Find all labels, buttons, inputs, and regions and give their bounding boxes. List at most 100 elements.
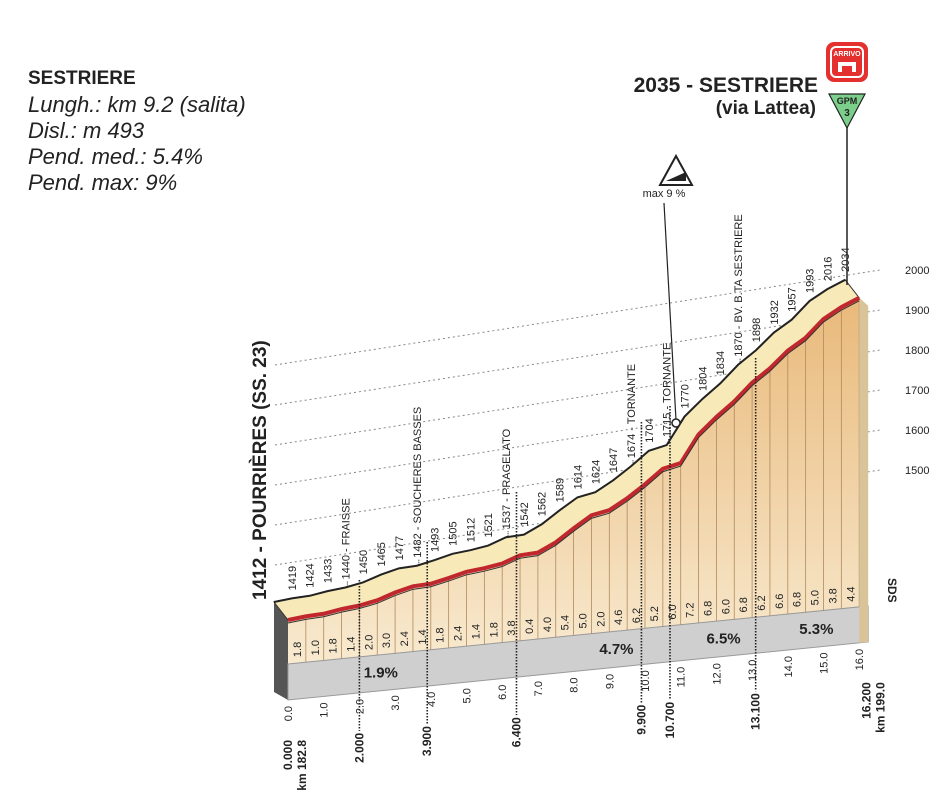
point-label: 1993 xyxy=(805,269,817,293)
point-label: 1450 xyxy=(358,550,370,574)
gradient-label: 5.4 xyxy=(560,615,572,630)
arrivo-text: ARRIVO xyxy=(833,51,861,58)
marker-km: 3.900 xyxy=(420,726,434,756)
gradient-label: 1.4 xyxy=(345,636,357,651)
average-label: 6.5% xyxy=(706,630,740,647)
km-tick-label: 10.0 xyxy=(640,670,652,691)
km-tick-label: 13.0 xyxy=(747,660,759,681)
point-label: 1482 - SOUCHERES BASSES xyxy=(412,407,424,558)
gpm-flag xyxy=(828,93,866,130)
grid-line xyxy=(274,269,881,366)
marker-km: 13.100 xyxy=(749,693,763,730)
gradient-label: 2.4 xyxy=(453,626,465,641)
km-tick-label: 4.0 xyxy=(426,692,438,707)
point-label: 1957 xyxy=(787,287,799,311)
point-label: 1704 xyxy=(644,418,656,442)
point-label: 1804 xyxy=(697,366,709,390)
gradient-label: 6.8 xyxy=(738,597,750,612)
km-tick-label: 16.0 xyxy=(854,649,866,670)
gradient-label: 6.6 xyxy=(774,594,786,609)
point-label: 1521 xyxy=(483,513,495,537)
gradient-label: 6.8 xyxy=(792,592,804,607)
point-label: 1614 xyxy=(572,465,584,489)
gradient-label: 2.4 xyxy=(399,631,411,646)
point-label: 1647 xyxy=(608,448,620,472)
start-label: 1412 - POURRIÈRES (SS. 23) xyxy=(249,340,271,600)
point-label: 1512 xyxy=(465,518,477,542)
point-label: 1493 xyxy=(430,528,442,552)
gradient-label: 4.6 xyxy=(613,610,625,625)
point-label: 1505 xyxy=(448,521,460,545)
point-label: 1770 xyxy=(680,384,692,408)
gradient-label: 4.0 xyxy=(542,617,554,632)
km-tick-label: 8.0 xyxy=(569,677,581,692)
gradient-label: 5.2 xyxy=(649,606,661,621)
side-block xyxy=(274,602,288,700)
marker-km: 0.000 xyxy=(281,740,295,770)
point-label: 1898 xyxy=(751,318,763,342)
altitude-label: 1900 xyxy=(905,305,929,317)
point-label: 1870 - BV. B.TA SESTRIERE xyxy=(733,214,745,356)
point-label: 1834 xyxy=(715,351,727,375)
max-grade-symbol xyxy=(666,172,686,181)
km-tick-label: 9.0 xyxy=(604,674,616,689)
gradient-label: 7.2 xyxy=(685,603,697,618)
point-label: 1433 xyxy=(323,559,335,583)
profile-line xyxy=(287,296,861,622)
point-label: 1465 xyxy=(376,542,388,566)
gradient-label: 1.4 xyxy=(417,629,429,644)
gradient-label: 3.0 xyxy=(381,633,393,648)
point-label: 1562 xyxy=(537,492,549,516)
marker-km: 9.900 xyxy=(634,704,648,734)
gpm-text: GPM xyxy=(837,96,858,106)
km-tick-label: 3.0 xyxy=(390,695,402,710)
max-grade-pole xyxy=(663,202,677,421)
average-label: 5.3% xyxy=(799,621,833,638)
gradient-label: 4.4 xyxy=(845,586,857,601)
gradient-label: 3.8 xyxy=(827,588,839,603)
point-label: 1537 - PRAGELATO xyxy=(501,428,513,529)
gradient-label: 6.2 xyxy=(756,595,768,610)
km-tick-label: 6.0 xyxy=(497,685,509,700)
km-tick-label: 11.0 xyxy=(676,667,688,688)
info-line: Pend. max: 9% xyxy=(28,170,177,195)
point-label: 2016 xyxy=(822,257,834,281)
marker-total: km 182.8 xyxy=(295,740,309,791)
info-line: Pend. med.: 5.4% xyxy=(28,144,203,169)
gradient-label: 1.0 xyxy=(310,640,322,655)
point-label: 1932 xyxy=(769,300,781,324)
average-label: 1.9% xyxy=(364,665,398,682)
info-line: Lungh.: km 9.2 (salita) xyxy=(28,92,246,117)
gradient-label: 6.0 xyxy=(720,599,732,614)
info-title: SESTRIERE xyxy=(28,68,136,89)
gradient-label: 6.8 xyxy=(702,601,714,616)
gradient-label: 1.8 xyxy=(488,622,500,637)
average-label: 4.7% xyxy=(599,641,633,658)
point-label: 2034 xyxy=(840,247,852,271)
gradient-label: 1.4 xyxy=(470,624,482,639)
altitude-label: 1600 xyxy=(905,425,929,437)
km-tick-label: 14.0 xyxy=(783,656,795,677)
profile-shadow xyxy=(287,300,860,624)
point-label: 1674 - TORNANTE xyxy=(626,364,638,458)
gradient-label: 1.8 xyxy=(328,638,340,653)
altitude-label: 2000 xyxy=(905,265,929,277)
marker-km: 2.000 xyxy=(352,733,366,763)
gradient-label: 5.0 xyxy=(810,590,822,605)
gradient-label: 6.2 xyxy=(631,608,643,623)
point-label: 1424 xyxy=(305,563,317,587)
point-label: 1477 xyxy=(394,536,406,560)
marker-km: 10.700 xyxy=(663,701,677,738)
max-grade-point xyxy=(671,418,681,428)
gradient-label: 2.0 xyxy=(363,635,375,650)
end-face xyxy=(859,297,869,643)
gradient-label: 6.0 xyxy=(667,604,679,619)
gradient-label: 1.8 xyxy=(435,628,447,643)
gradient-label: 2.0 xyxy=(595,611,607,626)
marker-km: 16.200 xyxy=(859,682,873,719)
gradient-label: 3.8 xyxy=(506,620,518,635)
profile-back-edge xyxy=(273,278,846,603)
sds-logo: SDS xyxy=(885,578,899,603)
